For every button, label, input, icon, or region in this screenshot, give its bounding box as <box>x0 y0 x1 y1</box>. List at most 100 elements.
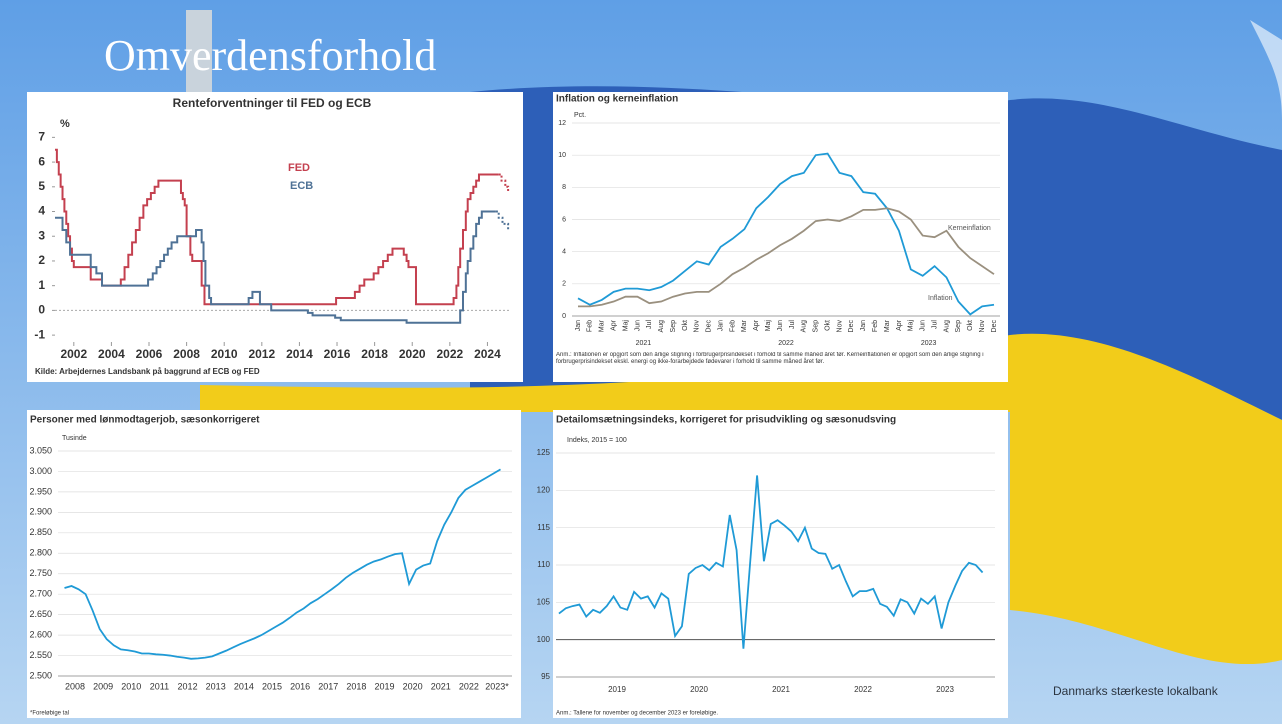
x-tick-label: Nov <box>979 320 986 333</box>
y-tick-label: 5 <box>38 179 45 193</box>
x-tick-label: Aug <box>658 320 665 333</box>
x-tick-label: Feb <box>729 320 736 332</box>
x-tick-label: 2014 <box>234 681 254 691</box>
x-tick-label: 2010 <box>121 681 141 691</box>
x-tick-label: 2021 <box>772 685 790 694</box>
y-tick-label: 0 <box>562 313 566 320</box>
y-tick-label: 12 <box>558 120 566 127</box>
y-tick-label: 2.900 <box>29 507 52 517</box>
x-tick-label: Nov <box>694 320 701 333</box>
x-tick-label: 2017 <box>318 681 338 691</box>
x-tick-label: 2022 <box>436 347 463 361</box>
y-tick-label: 2.850 <box>29 527 52 537</box>
x-tick-label: Aug <box>801 320 808 333</box>
series-label: Kerneinflation <box>948 225 991 232</box>
x-tick-label: Nov <box>836 320 843 333</box>
x-tick-label: 2016 <box>290 681 310 691</box>
x-tick-label: 2002 <box>60 347 87 361</box>
x-tick-label: 2022 <box>459 681 479 691</box>
chart-title: Personer med lønmodtagerjob, sæsonkorrig… <box>30 415 260 426</box>
x-tick-label: Aug <box>943 320 950 333</box>
x-tick-label: 2011 <box>150 681 169 691</box>
y-tick-label: 2 <box>562 281 566 288</box>
chart-panel: Inflation og kerneinflationPct.024681012… <box>553 92 1008 382</box>
slide: Omverdensforhold Danmarks stærkeste loka… <box>0 0 1282 724</box>
chart-panel: Personer med lønmodtagerjob, sæsonkorrig… <box>27 410 521 718</box>
x-tick-label: Sep <box>955 320 962 333</box>
y-tick-label: 7 <box>38 130 45 144</box>
panel-background <box>553 92 1008 382</box>
slide-title: Omverdensforhold <box>104 31 436 80</box>
x-tick-label: Jan <box>717 320 724 331</box>
x-tick-label: Feb <box>587 320 594 332</box>
x-tick-label: Sep <box>813 320 820 333</box>
x-tick-label: 2019 <box>374 681 394 691</box>
y-tick-label: 120 <box>537 485 551 494</box>
y-tick-label: 3 <box>38 228 45 242</box>
x-tick-label: 2022 <box>854 685 872 694</box>
y-tick-label: 6 <box>38 154 45 168</box>
y-axis-label: Pct. <box>574 112 586 119</box>
x-tick-label: Jul <box>646 320 653 329</box>
x-year-label: 2022 <box>778 340 794 347</box>
x-tick-label: 2023* <box>485 681 509 691</box>
x-year-label: 2023 <box>921 340 937 347</box>
x-tick-label: 2015 <box>262 681 282 691</box>
chart-note: Kilde: Arbejdernes Landsbank på baggrund… <box>35 367 260 376</box>
x-tick-label: Mar <box>599 319 606 332</box>
x-tick-label: Dec <box>848 320 855 333</box>
y-axis-label: Indeks, 2015 = 100 <box>567 437 627 444</box>
x-tick-label: Jan <box>575 320 582 331</box>
x-tick-label: 2010 <box>211 347 238 361</box>
y-tick-label: 1 <box>38 278 45 292</box>
x-tick-label: 2008 <box>173 347 200 361</box>
x-tick-label: 2020 <box>399 347 426 361</box>
x-tick-label: Maj <box>908 320 915 332</box>
x-tick-label: Apr <box>896 319 903 331</box>
x-tick-label: Jun <box>634 320 641 331</box>
x-tick-label: Mar <box>884 319 891 332</box>
y-tick-label: 3.050 <box>29 445 52 455</box>
panel-background <box>27 410 521 718</box>
x-tick-label: Apr <box>611 319 618 331</box>
y-tick-label: 2 <box>38 253 45 267</box>
panel-background <box>27 92 523 382</box>
x-tick-label: Apr <box>753 319 760 331</box>
chart-panel: Renteforventninger til FED og ECB%-10123… <box>27 92 523 382</box>
y-tick-label: 8 <box>562 184 566 191</box>
series-label: Inflation <box>928 295 953 302</box>
note-box: Anm.: Inflationen er opgjort som den årl… <box>556 352 1001 382</box>
y-tick-label: 100 <box>537 635 551 644</box>
y-tick-label: 0 <box>38 303 45 317</box>
panel-background <box>553 410 1008 718</box>
chart-note: Anm.: Inflationen er opgjort som den årl… <box>556 352 1001 366</box>
x-tick-label: 2020 <box>690 685 708 694</box>
x-tick-label: 2018 <box>346 681 366 691</box>
x-tick-label: Jul <box>931 320 938 329</box>
x-tick-label: 2024 <box>474 347 501 361</box>
y-tick-label: 125 <box>537 448 551 457</box>
y-tick-label: 110 <box>537 560 550 569</box>
chart-title: Renteforventninger til FED og ECB <box>173 96 372 110</box>
y-tick-label: 105 <box>537 597 551 606</box>
x-tick-label: Jul <box>789 320 796 329</box>
x-tick-label: Okt <box>967 320 974 331</box>
x-tick-label: 2019 <box>608 685 626 694</box>
y-tick-label: 4 <box>38 204 45 218</box>
y-tick-label: 2.550 <box>29 650 52 660</box>
y-axis-label: % <box>60 118 70 130</box>
legend-label: FED <box>288 162 310 174</box>
y-tick-label: 2.650 <box>29 609 52 619</box>
x-tick-label: Mar <box>741 319 748 332</box>
x-tick-label: Okt <box>682 320 689 331</box>
x-tick-label: Okt <box>824 320 831 331</box>
chart-title: Inflation og kerneinflation <box>556 94 678 105</box>
x-tick-label: 2014 <box>286 347 313 361</box>
x-tick-label: Feb <box>872 320 879 332</box>
x-tick-label: Maj <box>765 320 772 332</box>
x-tick-label: 2016 <box>324 347 351 361</box>
chart-title: Detailomsætningsindeks, korrigeret for p… <box>556 415 896 426</box>
x-tick-label: 2009 <box>93 681 113 691</box>
x-tick-label: 2013 <box>206 681 226 691</box>
legend-label: ECB <box>290 180 313 192</box>
